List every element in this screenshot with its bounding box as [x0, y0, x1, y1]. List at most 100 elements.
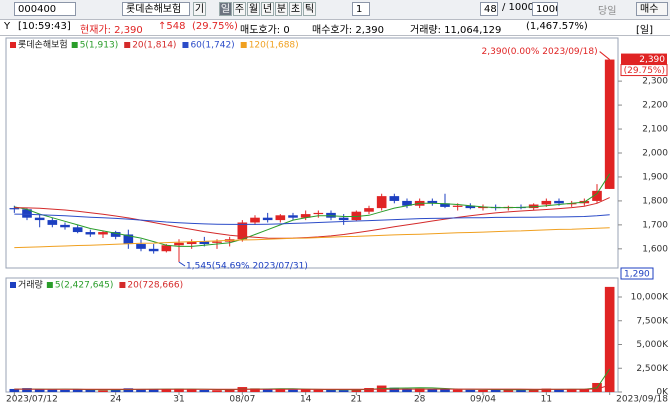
pct-label: (29.75%): [624, 66, 665, 76]
x-tick-label: 2023/07/12: [6, 395, 58, 405]
candle-body: [313, 212, 324, 215]
ma-line: [14, 368, 611, 391]
volume-bar: [503, 389, 514, 392]
period-button[interactable]: 틱: [303, 2, 316, 16]
volume-bar: [288, 389, 298, 392]
volume-bar: [554, 389, 564, 392]
legend-label: 60(1,742): [190, 41, 234, 51]
y-tick-label: 10,000K: [631, 293, 669, 303]
candle-body: [136, 244, 146, 249]
info-bar: Y [10:59:43] 현재가: 2,390 ↑548 (29.75%) 매도…: [0, 20, 670, 36]
bid: 매수호가: 2,390: [312, 25, 384, 36]
candle-body: [389, 196, 400, 201]
volume-bar: [579, 389, 590, 392]
candle-body: [440, 203, 450, 207]
x-tick-label: 14: [300, 395, 312, 405]
candle-body: [9, 208, 20, 210]
volume-bar: [528, 389, 539, 392]
x-tick-label: 21: [351, 395, 362, 405]
today-check[interactable]: 당일: [598, 6, 617, 17]
volume-bar: [22, 388, 32, 392]
candle-body: [364, 208, 374, 212]
price: 현재가: 2,390: [80, 25, 143, 36]
period-button[interactable]: 일: [219, 2, 232, 16]
candle-body: [427, 200, 438, 204]
candle-body: [98, 232, 108, 235]
period-button[interactable]: 초: [289, 2, 302, 16]
legend-swatch: [240, 42, 247, 48]
period-button[interactable]: 주: [233, 2, 246, 16]
y-tick-label: 1,900: [642, 172, 668, 182]
legend-label: 롯데손해보험: [18, 40, 68, 51]
x-tick-label: 2023/09/18: [616, 395, 668, 405]
volume-bar: [148, 389, 159, 392]
code-input[interactable]: 000400: [14, 2, 76, 16]
annotation-leader: [599, 51, 610, 60]
legend-label: 거래량: [18, 279, 43, 291]
high-annotation: 2,390(0.00% 2023/09/18): [482, 47, 598, 57]
pct-label-bg: [620, 64, 668, 77]
y-tick-label: 2,200: [642, 101, 668, 111]
name-input[interactable]: 롯데손해보험: [122, 2, 190, 16]
ask: 매도호가: 0: [240, 25, 290, 36]
price-label: 2,390: [639, 55, 665, 65]
candle-body: [275, 215, 286, 221]
y-tick-label: 1,800: [642, 196, 668, 206]
candle-body: [465, 205, 476, 209]
volume-bar: [364, 388, 374, 392]
y-tick-label: 7,500K: [636, 316, 669, 326]
legend-swatch: [124, 42, 131, 48]
volume-bar: [72, 389, 83, 392]
volume-bar: [47, 389, 58, 392]
volume-bar: [402, 388, 412, 392]
candle-body: [161, 245, 172, 252]
buy-button[interactable]: 매수: [636, 2, 668, 16]
candle-body: [237, 222, 248, 240]
period-button[interactable]: 분: [275, 2, 288, 16]
candle-body: [402, 200, 412, 206]
period-button[interactable]: 기: [193, 2, 206, 16]
volume-bar: [85, 389, 96, 392]
ma-line: [14, 213, 610, 225]
candle-body: [110, 232, 121, 237]
volume-bar: [389, 387, 400, 392]
volume-bar: [224, 389, 235, 392]
candle-body: [148, 248, 159, 252]
volume-pct: (1,467.57%): [526, 21, 588, 32]
volume-bar: [9, 388, 20, 392]
candle-body: [22, 209, 32, 218]
volume-bar: [300, 389, 311, 392]
ma-line: [14, 227, 610, 249]
y-tick-label: 2,000: [642, 149, 668, 159]
volume-bar: [174, 388, 184, 392]
candle-body: [262, 217, 273, 221]
candle-body: [47, 220, 58, 225]
period-button[interactable]: 월: [247, 2, 260, 16]
volume-bar: [199, 390, 210, 392]
legend-label: 20(1,814): [132, 41, 176, 51]
count-input[interactable]: 48: [480, 2, 498, 16]
volume-bar: [262, 389, 273, 392]
volume-bar: [60, 389, 70, 392]
legend-swatch: [10, 282, 16, 288]
candle-body: [554, 200, 564, 204]
candle-body: [60, 224, 70, 228]
candle-body: [478, 206, 488, 209]
volume-bar: [414, 388, 425, 392]
legend-swatch: [182, 42, 189, 48]
period-button[interactable]: 년: [261, 2, 274, 16]
period-input[interactable]: 1: [352, 2, 370, 16]
price-label-bg: [621, 53, 667, 65]
x-tick-label: 08/07: [229, 395, 255, 405]
volume-bar: [250, 388, 260, 392]
volume-bar: [313, 389, 324, 392]
ma-line: [14, 197, 610, 239]
y-tick-label: 1,700: [642, 220, 668, 230]
volume-bar: [98, 390, 108, 392]
x-tick-label: 28: [414, 395, 426, 405]
count-max[interactable]: 1000: [532, 2, 558, 16]
volume-bar: [275, 389, 286, 392]
volume-bar: [452, 389, 463, 392]
legend-swatch: [119, 282, 126, 288]
candle-body: [174, 242, 184, 246]
